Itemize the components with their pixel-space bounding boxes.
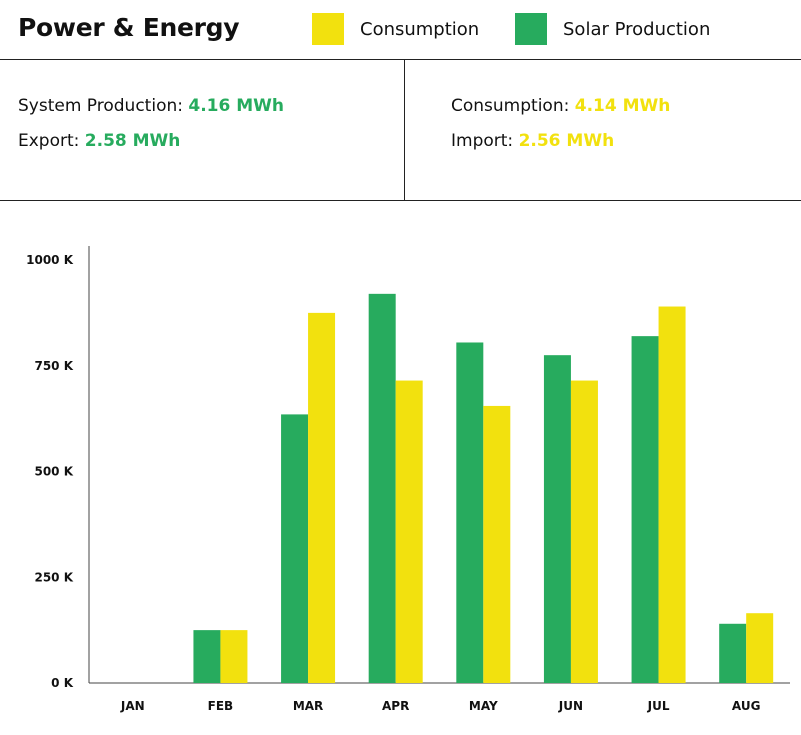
bar-consumption-jul (658, 306, 686, 683)
stats-divider (404, 60, 405, 200)
stat-export: Export: 2.58 MWh (18, 131, 180, 151)
stat-system-production: System Production: 4.16 MWh (18, 96, 284, 116)
bar-solar-production-feb (193, 630, 221, 683)
bar-solar-production-jul (631, 336, 659, 683)
y-tick-label: 250 K (34, 570, 73, 584)
stat-value: 2.58 MWh (84, 131, 181, 151)
x-tick-label: APR (382, 699, 409, 713)
stat-label: System Production: (18, 96, 189, 116)
bar-consumption-apr (395, 380, 423, 683)
stat-import: Import: 2.56 MWh (451, 131, 614, 151)
chart-title: Power & Energy (18, 13, 240, 42)
bar-solar-production-mar (281, 414, 309, 683)
legend-solar-production: Solar Production (515, 13, 710, 45)
x-tick-label: JUN (558, 699, 583, 713)
stat-value: 4.14 MWh (574, 96, 671, 116)
bar-consumption-aug (746, 613, 774, 683)
bar-consumption-mar (308, 312, 336, 683)
stat-label: Import: (451, 131, 519, 151)
stats-panel: System Production: 4.16 MWh Export: 2.58… (0, 59, 801, 201)
legend-label-consumption: Consumption (360, 18, 480, 40)
x-tick-label: AUG (732, 699, 761, 713)
bar-solar-production-jun (543, 355, 571, 683)
bar-solar-production-apr (368, 293, 396, 683)
stat-label: Consumption: (451, 96, 575, 116)
stat-value: 4.16 MWh (188, 96, 285, 116)
header: Power & Energy Consumption Solar Product… (0, 0, 801, 59)
y-tick-label: 750 K (34, 359, 73, 373)
stat-consumption: Consumption: 4.14 MWh (451, 96, 670, 116)
x-tick-label: JAN (120, 699, 145, 713)
legend-consumption: Consumption (312, 13, 479, 45)
bar-consumption-may (483, 405, 511, 683)
bar-solar-production-aug (719, 623, 747, 683)
legend-label-solar-production: Solar Production (563, 18, 711, 40)
legend-swatch-consumption (312, 13, 344, 45)
y-tick-label: 1000 K (26, 253, 74, 267)
bar-consumption-jun (570, 380, 598, 683)
bar-solar-production-may (456, 342, 484, 683)
x-tick-label: MAY (469, 699, 498, 713)
x-tick-label: MAR (293, 699, 323, 713)
bar-chart: 0 K 250 K 500 K 750 K 1000 K JAN FEB MAR APR MAY J… (26, 246, 790, 713)
x-tick-label: JUL (647, 699, 670, 713)
y-tick-label: 0 K (51, 676, 74, 690)
y-tick-label: 500 K (34, 465, 73, 479)
legend-swatch-solar-production (515, 13, 547, 45)
bar-chart-container: 0 K 250 K 500 K 750 K 1000 K JAN FEB MAR APR MAY J… (0, 200, 801, 731)
x-tick-label: FEB (208, 699, 234, 713)
bar-consumption-feb (220, 630, 248, 683)
stat-value: 2.56 MWh (518, 131, 615, 151)
stat-label: Export: (18, 131, 85, 151)
